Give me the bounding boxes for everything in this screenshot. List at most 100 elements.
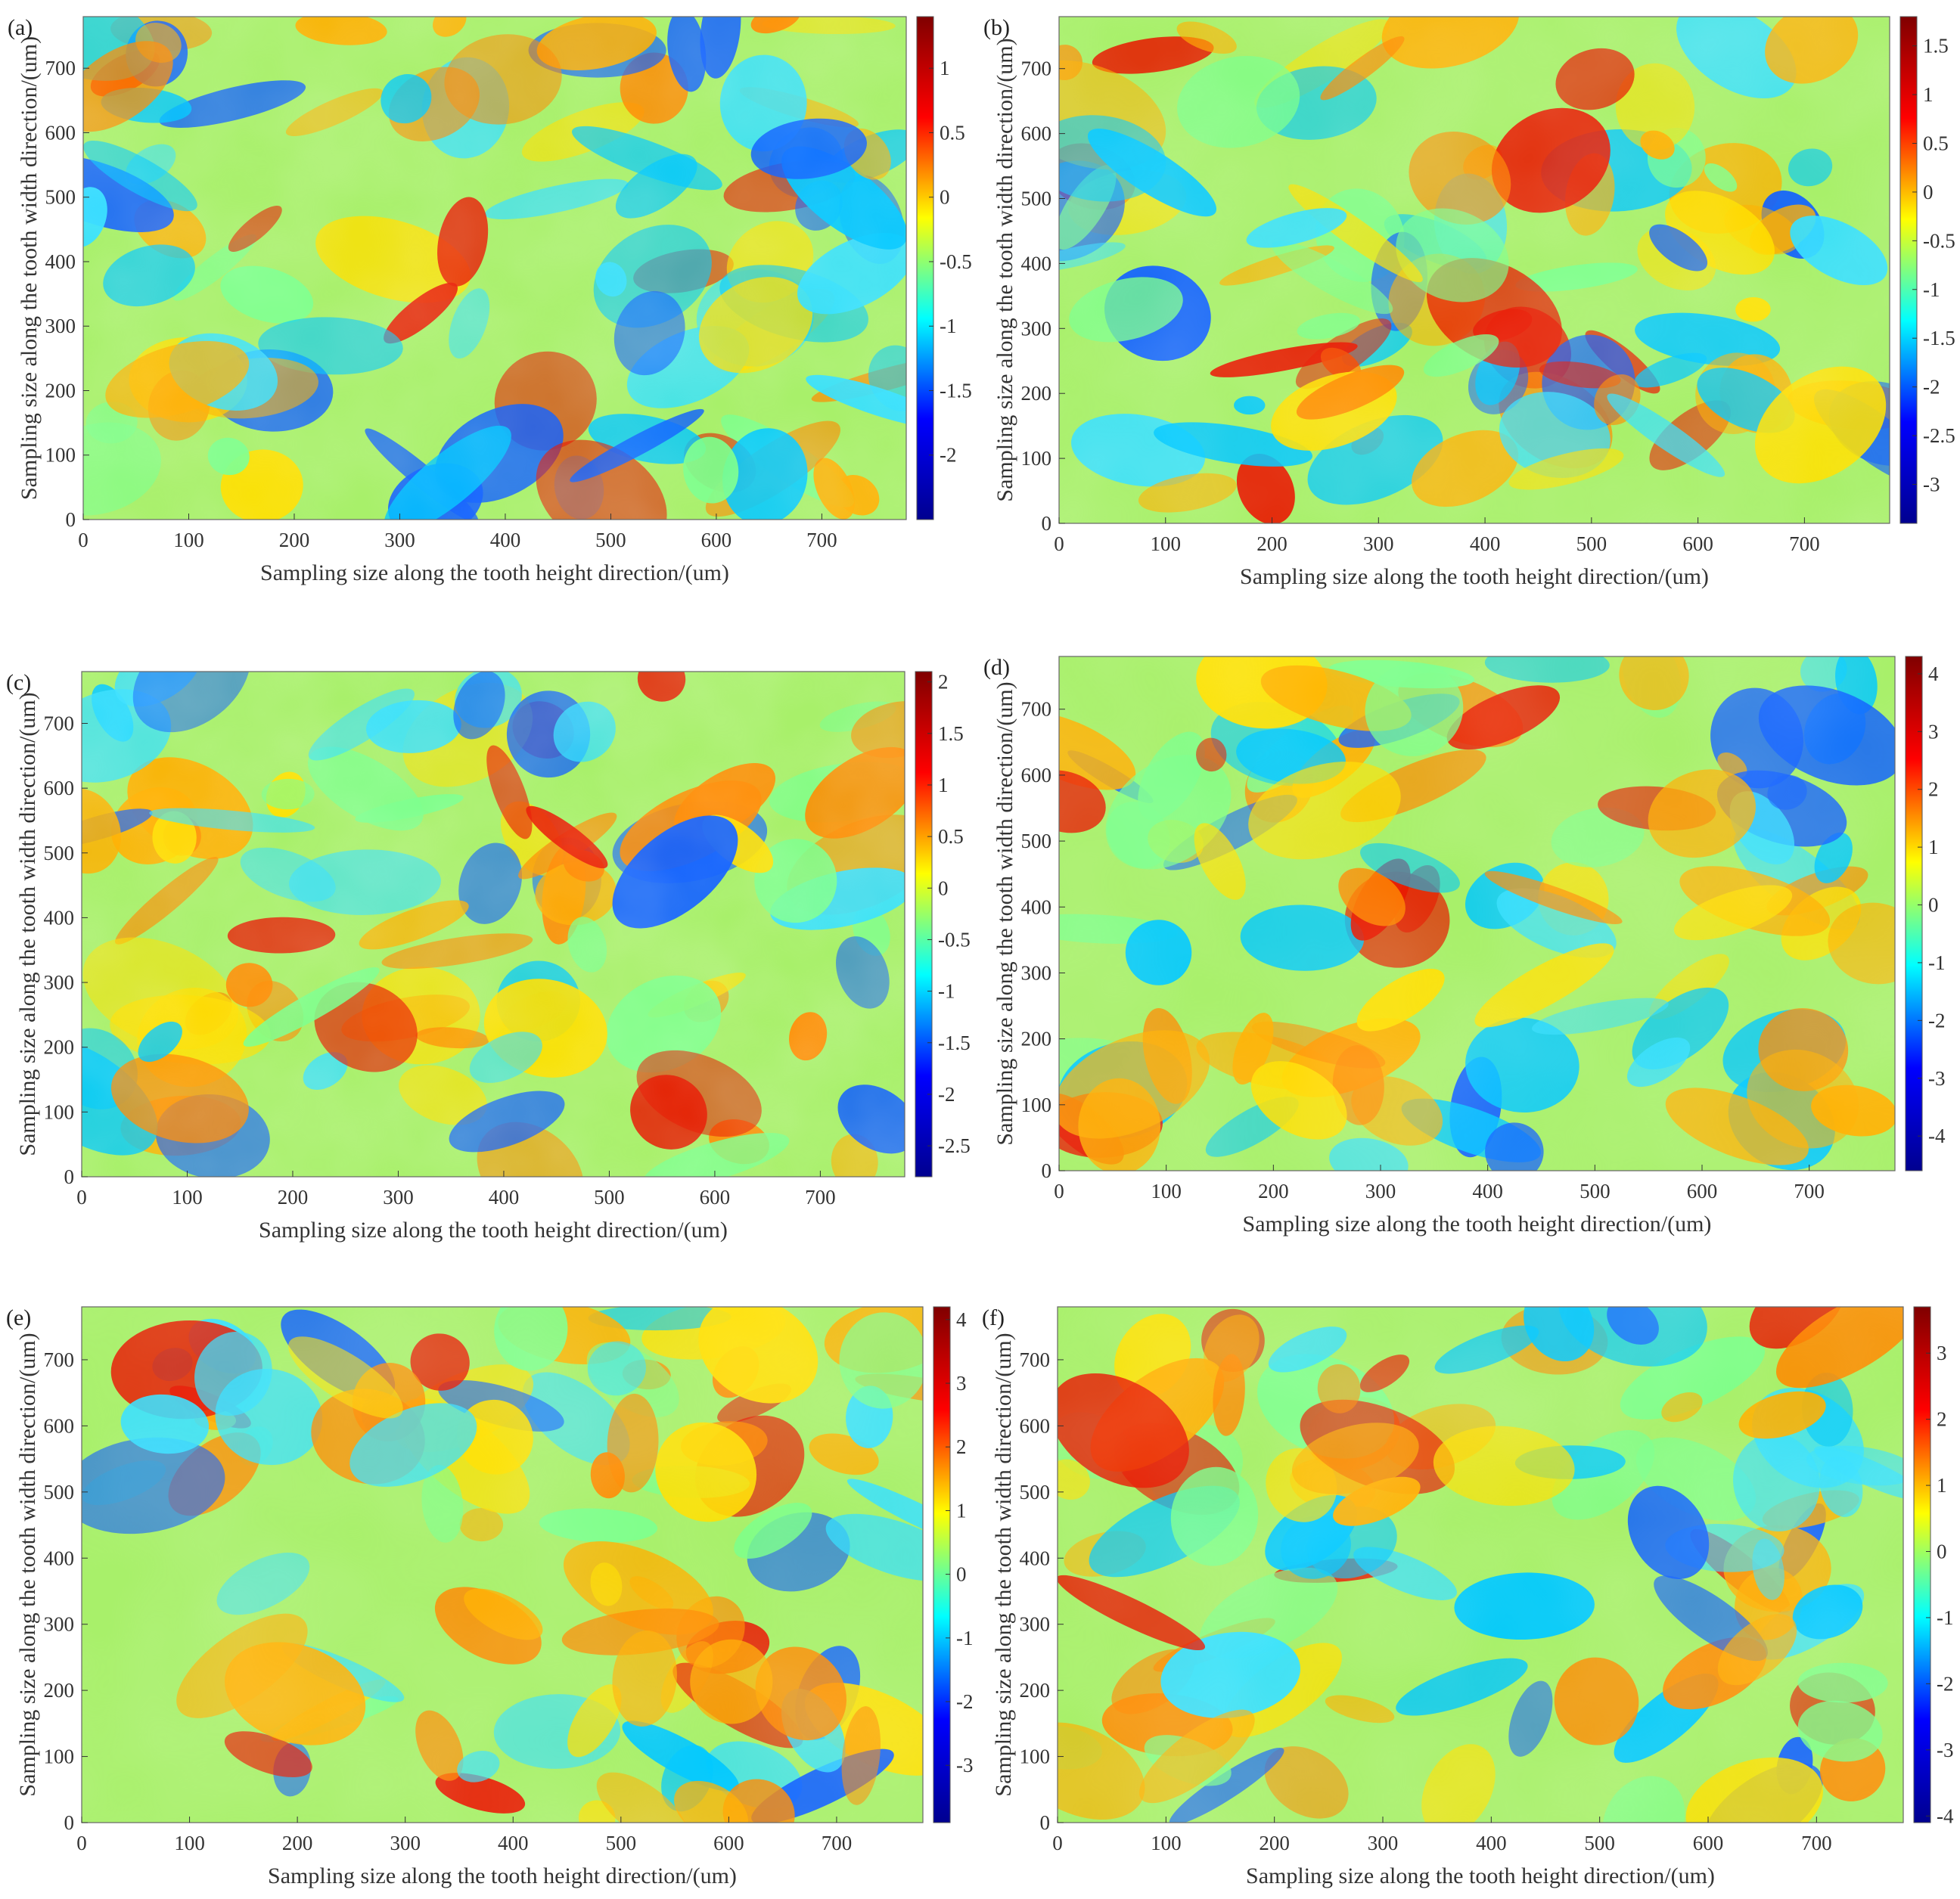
heatmap-field — [83, 17, 906, 520]
x-tick-label: 400 — [1476, 1832, 1507, 1854]
y-tick-label: 100 — [1021, 447, 1052, 470]
y-tick-label: 400 — [44, 906, 75, 929]
colorbar-tick-label: 0 — [1937, 1541, 1947, 1563]
panel-a: 0 100 200 300 400 500 600 700 0 100 200 300 400 500 60… — [0, 0, 980, 597]
x-tick-label: 700 — [1794, 1180, 1825, 1202]
y-axis-label: Sampling size along the tooth width dire… — [15, 692, 40, 1156]
y-tick-label: 300 — [44, 971, 75, 994]
colorbar-tick-label: 3 — [1928, 720, 1939, 743]
x-tick-label: 600 — [1693, 1832, 1724, 1854]
y-tick-label: 700 — [45, 57, 76, 79]
panel-e: 0 100 200 300 400 500 600 700 0 100 200 300 400 500 60… — [0, 1301, 980, 1895]
colorbar-tick-label: 1.5 — [938, 722, 964, 745]
x-tick-label: 400 — [498, 1832, 529, 1854]
y-tick-label: 0 — [64, 1811, 75, 1834]
x-tick-label: 300 — [1363, 532, 1394, 555]
colorbar-tick-label: 0 — [940, 186, 950, 209]
panel-label: (d) — [983, 655, 1010, 680]
heatmap-chart: 0 100 200 300 400 500 600 700 0 100 200 300 400 500 60… — [8, 15, 972, 585]
panel-label: (c) — [6, 670, 31, 695]
colorbar-tick-label: -3 — [1923, 473, 1940, 495]
x-tick-label: 100 — [1151, 1832, 1182, 1854]
y-axis-label: Sampling size along the tooth width dire… — [992, 681, 1017, 1145]
y-tick-label: 700 — [1021, 698, 1052, 721]
x-tick-label: 300 — [390, 1832, 421, 1854]
y-axis-label: Sampling size along the tooth width dire… — [992, 38, 1017, 501]
colorbar-tick-label: 2 — [1928, 778, 1939, 801]
colorbar-tick-label: 0 — [938, 877, 949, 899]
panel-label: (f) — [982, 1305, 1005, 1330]
colorbar-tick-label: 0.5 — [940, 121, 965, 144]
colorbar-tick-label: 0 — [956, 1563, 967, 1586]
plot-frame — [81, 671, 905, 1178]
colorbar-tick-label: -2 — [1928, 1009, 1946, 1032]
heatmap-field — [1058, 1307, 1903, 1823]
x-tick-label: 700 — [822, 1832, 853, 1854]
colorbar-tick-label: -3 — [1928, 1067, 1946, 1090]
y-tick-label: 500 — [44, 1481, 75, 1503]
colorbar — [916, 16, 934, 520]
colorbar-tick-label: -4 — [1937, 1804, 1954, 1827]
x-tick-label: 100 — [174, 1832, 205, 1854]
x-axis-label: Sampling size along the tooth height dir… — [268, 1863, 737, 1888]
colorbar-tick-label: -2.5 — [1923, 424, 1955, 447]
x-tick-label: 100 — [173, 529, 204, 551]
x-tick-label: 700 — [805, 1186, 836, 1209]
y-tick-label: 700 — [1021, 57, 1052, 80]
x-tick-label: 200 — [282, 1832, 313, 1854]
colorbar-tick-label: 0.5 — [1923, 132, 1949, 155]
heatmap-texture — [82, 672, 905, 1177]
x-tick-label: 0 — [78, 529, 89, 551]
heatmap-texture — [1058, 1307, 1903, 1823]
x-tick-label: 100 — [1151, 1180, 1182, 1202]
colorbar-tick-label: -4 — [1928, 1125, 1946, 1147]
heatmap-texture — [82, 1307, 923, 1823]
panel-label: (a) — [8, 15, 33, 40]
colorbar-tick-label: -0.5 — [938, 928, 971, 951]
colorbar-tick-label: 0 — [1923, 181, 1934, 203]
plot-frame — [82, 16, 907, 520]
x-axis-label: Sampling size along the tooth height dir… — [1240, 564, 1709, 589]
x-axis-label: Sampling size along the tooth height dir… — [259, 1218, 728, 1243]
x-tick-label: 400 — [490, 529, 521, 551]
y-tick-label: 700 — [1020, 1348, 1051, 1371]
y-tick-label: 0 — [1040, 1811, 1051, 1834]
x-tick-label: 300 — [383, 1186, 414, 1209]
plot-frame — [1058, 16, 1890, 524]
y-tick-label: 500 — [1021, 830, 1052, 852]
x-tick-label: 500 — [595, 529, 626, 551]
plot-frame — [1058, 656, 1896, 1171]
colorbar-tick-label: -1.5 — [940, 379, 972, 402]
heatmap-chart: 0 100 200 300 400 500 600 700 0 100 200 300 400 500 60… — [982, 1305, 1954, 1888]
y-tick-label: 500 — [1021, 188, 1052, 210]
x-tick-label: 700 — [1789, 532, 1820, 555]
y-tick-label: 200 — [1020, 1679, 1051, 1702]
x-tick-label: 500 — [594, 1186, 625, 1209]
colorbar-tick-label: -2 — [1923, 376, 1940, 399]
y-tick-label: 300 — [45, 315, 76, 337]
y-tick-label: 300 — [1020, 1613, 1051, 1636]
y-tick-label: 400 — [44, 1547, 75, 1569]
x-tick-label: 600 — [1682, 532, 1713, 555]
y-tick-label: 100 — [45, 444, 76, 467]
y-tick-label: 400 — [1020, 1547, 1051, 1569]
x-tick-label: 200 — [279, 529, 310, 551]
colorbar-tick-label: -3 — [1937, 1739, 1954, 1761]
y-tick-label: 400 — [1021, 252, 1052, 275]
y-tick-label: 600 — [44, 777, 75, 799]
x-tick-label: 500 — [1576, 532, 1607, 555]
heatmap-texture — [1059, 656, 1895, 1171]
y-tick-label: 100 — [44, 1745, 75, 1768]
y-tick-label: 600 — [45, 121, 76, 144]
x-tick-label: 300 — [1368, 1832, 1399, 1854]
colorbar-tick-label: 1 — [938, 774, 949, 796]
colorbar-tick-label: 2 — [956, 1435, 967, 1458]
colorbar-tick-label: -3 — [956, 1754, 974, 1776]
colorbar-tick-label: -1 — [1923, 278, 1940, 301]
y-tick-label: 500 — [45, 186, 76, 209]
x-tick-label: 600 — [700, 1186, 731, 1209]
colorbar — [1899, 16, 1918, 524]
colorbar — [915, 671, 933, 1178]
colorbar-tick-label: -1 — [938, 980, 955, 1003]
heatmap-field — [1059, 17, 1890, 523]
